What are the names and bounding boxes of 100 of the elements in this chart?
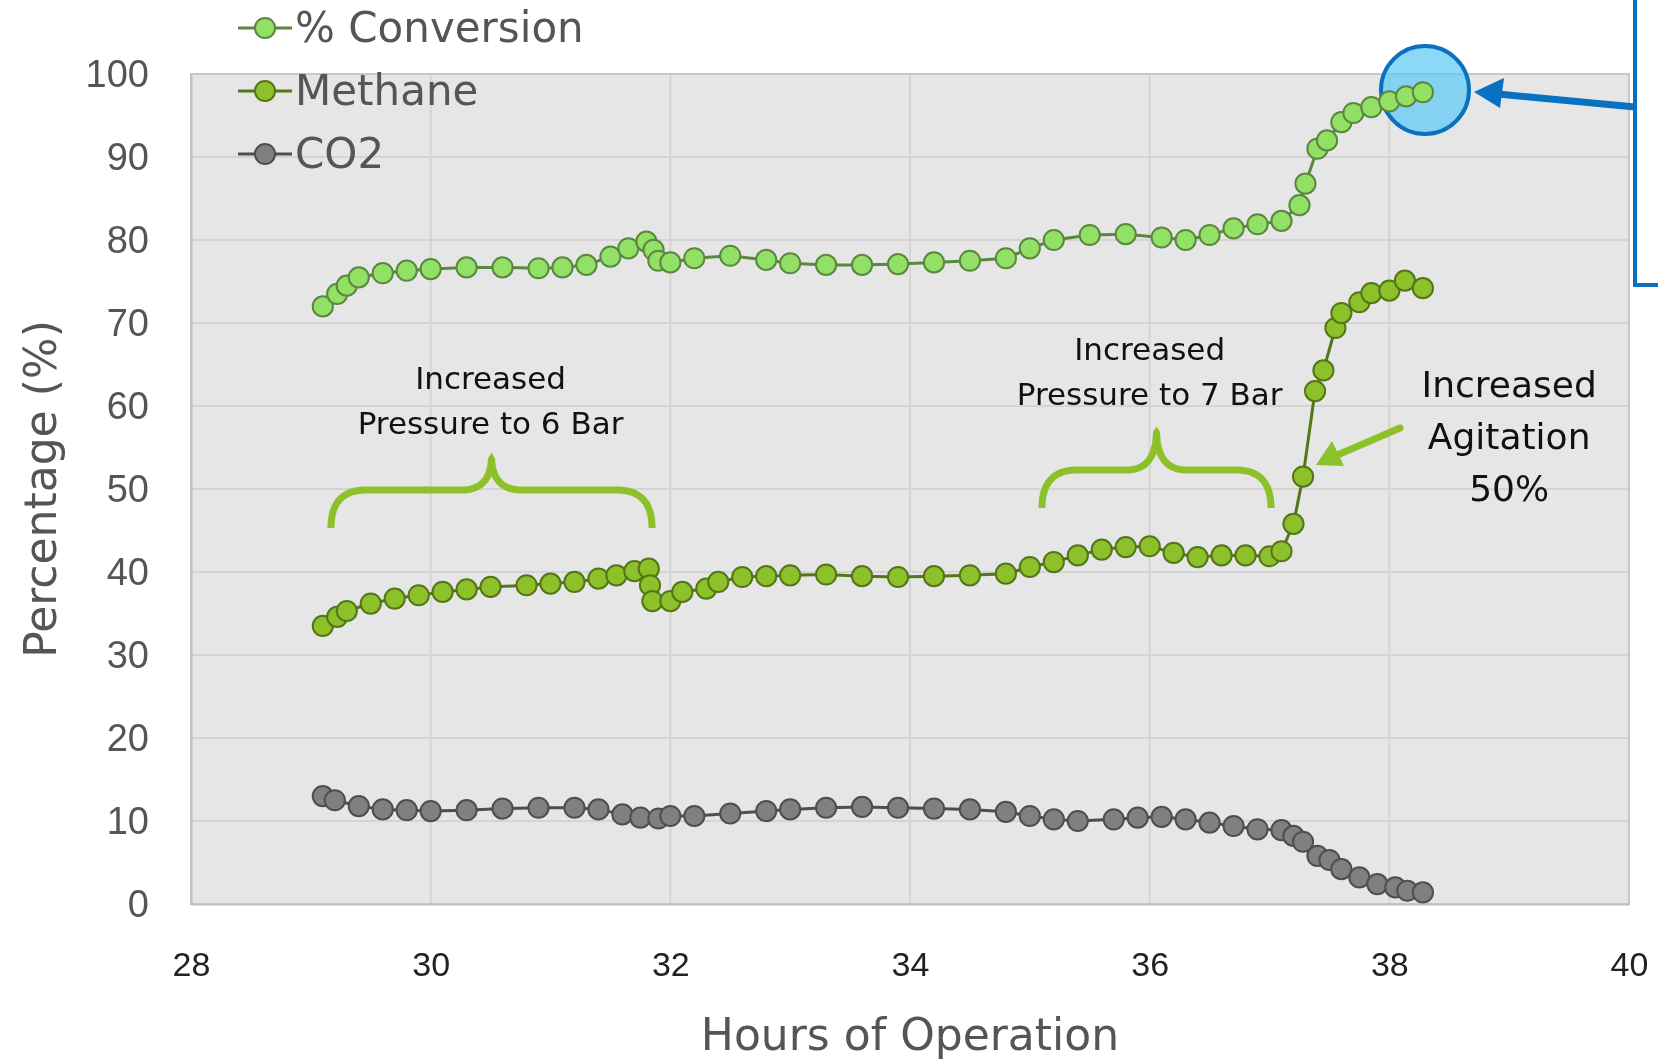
point: [407, 584, 430, 607]
point: [1291, 830, 1315, 853]
point: [683, 247, 706, 270]
point: [527, 257, 550, 280]
point: [1348, 866, 1371, 889]
point: [395, 259, 418, 282]
point: [347, 266, 370, 289]
point: [1222, 217, 1245, 240]
point: [1294, 172, 1317, 195]
point: [922, 797, 946, 820]
point: [1042, 550, 1065, 574]
point: [850, 795, 874, 818]
point: [539, 572, 562, 595]
point: [1042, 228, 1065, 252]
point: [1066, 809, 1089, 833]
point: [659, 804, 682, 828]
point: [779, 252, 802, 275]
point: [994, 247, 1017, 270]
point: [1291, 465, 1315, 488]
point: [587, 798, 610, 821]
point: [587, 567, 610, 590]
point: [1198, 223, 1221, 247]
point: [323, 789, 346, 812]
point: [1186, 545, 1209, 569]
point: [1150, 805, 1173, 828]
point: [958, 564, 982, 587]
point: [1270, 209, 1293, 232]
point: [1138, 535, 1161, 558]
point: [1174, 808, 1197, 831]
point: [779, 564, 802, 587]
x-tick-label: 36: [1131, 945, 1170, 984]
annotation: Increased Agitation 50%: [1421, 363, 1597, 510]
point: [419, 257, 442, 281]
point: [1210, 544, 1233, 567]
y-tick-label: 30: [106, 633, 149, 676]
point: [491, 797, 514, 820]
point: [395, 799, 418, 822]
y-tick-label: 40: [106, 550, 149, 593]
point: [994, 562, 1017, 585]
point: [1411, 277, 1434, 300]
point: [551, 256, 574, 279]
point: [1042, 808, 1065, 831]
point: [1018, 555, 1041, 579]
point: [994, 800, 1017, 823]
point: [1102, 808, 1125, 831]
point: [563, 796, 586, 819]
point: [311, 295, 334, 318]
point: [683, 804, 706, 828]
point: [419, 799, 442, 823]
point: [1018, 237, 1041, 260]
point: [371, 262, 394, 285]
point: [1360, 96, 1383, 119]
x-tick-label: 30: [412, 945, 451, 984]
point: [527, 796, 550, 819]
point: [617, 237, 640, 260]
point: [515, 574, 538, 597]
point: [886, 796, 910, 819]
point: [1393, 269, 1416, 292]
point: [383, 587, 406, 610]
point: [371, 798, 394, 821]
legend-label: CO2: [295, 129, 385, 178]
point: [599, 245, 622, 268]
y-axis-title: Percentage (%): [15, 320, 66, 658]
x-tick-label: 40: [1610, 945, 1649, 984]
x-tick-label: 28: [172, 945, 211, 984]
x-axis-title: Hours of Operation: [700, 1009, 1120, 1060]
point: [1303, 379, 1327, 403]
point: [731, 565, 754, 589]
point: [1270, 540, 1293, 563]
point: [922, 565, 946, 588]
point: [755, 565, 778, 588]
legend-label: Methane: [295, 66, 479, 115]
point: [641, 589, 664, 613]
point: [1090, 538, 1113, 561]
point: [359, 592, 382, 615]
point: [605, 564, 628, 587]
point: [1411, 881, 1434, 904]
point: [958, 249, 982, 272]
point: [1162, 541, 1185, 564]
y-tick-label: 60: [106, 384, 149, 427]
point: [755, 248, 778, 271]
x-tick-label: 32: [651, 945, 690, 984]
point: [1222, 814, 1245, 838]
point: [886, 253, 910, 276]
point: [1150, 226, 1173, 249]
point: [1330, 301, 1353, 325]
point: [958, 798, 982, 821]
point: [850, 253, 874, 276]
point: [850, 565, 874, 588]
point: [1330, 858, 1353, 881]
point: [1378, 279, 1401, 302]
x-tick-label: 38: [1370, 945, 1409, 984]
point: [1360, 282, 1383, 305]
point: [719, 244, 742, 267]
point: [1078, 223, 1101, 247]
point: [1114, 536, 1137, 559]
point: [431, 580, 454, 603]
point: [455, 256, 478, 279]
point: [575, 253, 598, 276]
point: [629, 806, 652, 829]
